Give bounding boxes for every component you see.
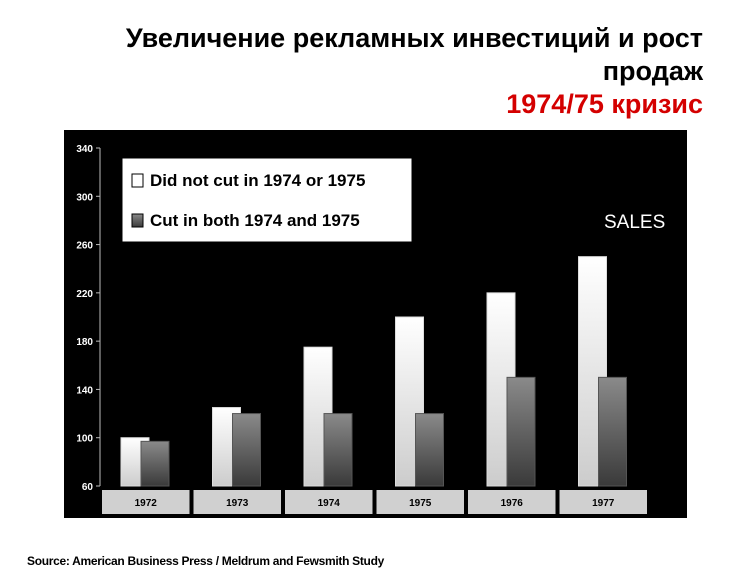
- bar-cut: [232, 413, 261, 487]
- bar-cut: [506, 376, 536, 487]
- x-tick-cell: [285, 490, 373, 514]
- chart-title: Увеличение рекламных инвестиций и рост п…: [43, 22, 703, 121]
- x-tick-cell: [193, 490, 281, 514]
- y-tick-label: 140: [76, 385, 93, 396]
- y-tick-label: 100: [76, 434, 93, 445]
- x-tick-cell: [468, 490, 556, 514]
- legend-label: Did not cut in 1974 or 1975: [150, 171, 365, 190]
- chart-area: 60 100 140 180 220 260 300 340 1972 1973 1974 1975 1…: [64, 130, 687, 518]
- y-tick-label: 260: [76, 241, 93, 252]
- y-tick-label: 220: [76, 289, 93, 300]
- x-tick-label: 1972: [135, 498, 158, 509]
- x-tick-cell: [559, 490, 647, 514]
- x-tick-cell: [102, 490, 190, 514]
- y-tick-label: 180: [76, 337, 93, 348]
- legend-label: Cut in both 1974 and 1975: [150, 211, 360, 230]
- x-tick-label: 1977: [592, 498, 615, 509]
- bar-cut: [598, 376, 627, 487]
- bar-cut: [140, 440, 170, 487]
- y-tick-label: 300: [76, 192, 93, 203]
- x-tick-label: 1975: [409, 498, 432, 509]
- sales-annotation: SALES: [604, 212, 665, 233]
- legend-swatch: [131, 213, 144, 228]
- legend-box: [121, 157, 413, 243]
- bar-chart: 60 100 140 180 220 260 300 340 1972 1973 1974 1975 1…: [76, 144, 665, 514]
- x-tick-label: 1976: [501, 498, 524, 509]
- y-tick-label: 60: [82, 482, 94, 493]
- legend-swatch: [131, 173, 144, 188]
- x-tick-cell: [376, 490, 464, 514]
- y-tick-label: 340: [76, 144, 93, 155]
- bar-cut: [415, 413, 444, 487]
- x-tick-label: 1973: [226, 498, 249, 509]
- bar-cut: [323, 413, 353, 487]
- title-text: Увеличение рекламных инвестиций и рост п…: [125, 23, 703, 86]
- source-note: Source: American Business Press / Meldru…: [27, 554, 384, 568]
- x-tick-label: 1974: [318, 498, 341, 509]
- subtitle-text: 1974/75 кризис: [506, 89, 703, 119]
